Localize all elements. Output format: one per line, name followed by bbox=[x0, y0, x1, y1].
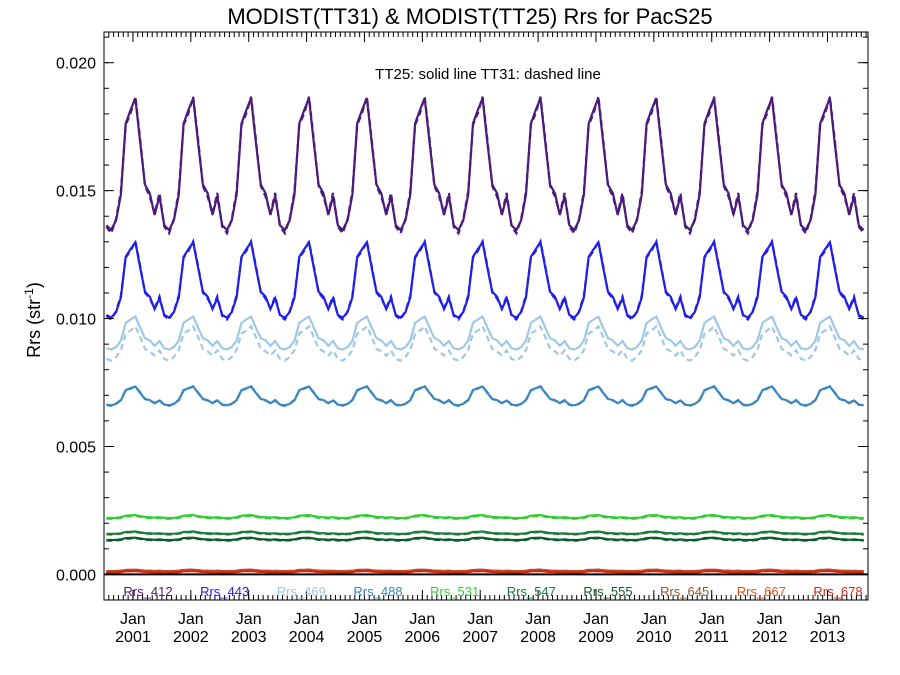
line-style-note: TT25: solid line TT31: dashed line bbox=[375, 66, 601, 83]
series-line-rrs-412-tt31 bbox=[105, 96, 865, 236]
legend-item-rrs-547: Rrs_547 bbox=[507, 584, 556, 599]
x-tick-month: Jan bbox=[641, 611, 667, 628]
x-tick-year: 2007 bbox=[462, 629, 498, 646]
x-tick-year: 2010 bbox=[636, 629, 672, 646]
x-tick-month: Jan bbox=[120, 611, 146, 628]
legend-item-rrs-645: Rrs_645 bbox=[660, 584, 709, 599]
legend-item-rrs-488: Rrs_488 bbox=[353, 584, 402, 599]
legend-item-rrs-678: Rrs_678 bbox=[813, 584, 862, 599]
x-tick-year: 2003 bbox=[231, 629, 267, 646]
series-line-rrs-443-tt31 bbox=[105, 238, 865, 322]
x-tick-year: 2013 bbox=[810, 629, 846, 646]
x-tick-year: 2006 bbox=[405, 629, 441, 646]
series-line-rrs-547-tt31 bbox=[106, 530, 864, 536]
x-tick-year: 2002 bbox=[173, 629, 209, 646]
x-tick-month: Jan bbox=[699, 611, 725, 628]
x-tick-year: 2005 bbox=[347, 629, 383, 646]
x-tick-year: 2004 bbox=[289, 629, 325, 646]
x-tick-month: Jan bbox=[294, 611, 320, 628]
series-line-rrs-469-tt31 bbox=[106, 324, 865, 362]
plot-frame bbox=[103, 31, 869, 601]
chart-title: MODIST(TT31) & MODIST(TT25) Rrs for PacS… bbox=[227, 4, 712, 29]
x-tick-month: Jan bbox=[178, 611, 204, 628]
y-tick-label: 0.000 bbox=[56, 567, 96, 584]
legend-item-rrs-412: Rrs_412 bbox=[123, 584, 172, 599]
x-tick-month: Jan bbox=[525, 611, 551, 628]
x-tick-year: 2009 bbox=[578, 629, 614, 646]
series-line-rrs-555-tt31 bbox=[106, 537, 864, 542]
legend: Rrs_412 Rrs_443 Rrs_469 Rrs_488 Rrs_531 Rrs_5… bbox=[123, 584, 862, 599]
x-tick-month: Jan bbox=[583, 611, 609, 628]
series-layer bbox=[105, 96, 865, 574]
series-line-rrs-678-tt31 bbox=[106, 569, 864, 574]
x-tick-month: Jan bbox=[409, 611, 435, 628]
y-tick-label: 0.020 bbox=[56, 56, 96, 73]
x-tick-month: Jan bbox=[236, 611, 262, 628]
x-tick-year: 2012 bbox=[752, 629, 788, 646]
series-line-rrs-531-tt31 bbox=[106, 514, 864, 520]
y-axis-label: Rrs (str-1) bbox=[22, 282, 44, 358]
x-tick-month: Jan bbox=[815, 611, 841, 628]
legend-item-rrs-531: Rrs_531 bbox=[430, 584, 479, 599]
x-tick-month: Jan bbox=[757, 611, 783, 628]
y-tick-label: 0.015 bbox=[56, 184, 96, 201]
series-line-rrs-488-tt31 bbox=[106, 384, 864, 407]
y-tick-label: 0.010 bbox=[56, 312, 96, 329]
y-tick-label: 0.005 bbox=[56, 439, 96, 456]
legend-item-rrs-469: Rrs_469 bbox=[277, 584, 326, 599]
legend-item-rrs-555: Rrs_555 bbox=[583, 584, 632, 599]
series-line-rrs-469-tt25 bbox=[106, 315, 864, 351]
x-tick-month: Jan bbox=[467, 611, 493, 628]
legend-item-rrs-443: Rrs_443 bbox=[200, 584, 249, 599]
x-tick-month: Jan bbox=[352, 611, 378, 628]
x-tick-year: 2008 bbox=[520, 629, 556, 646]
axes-layer: 0.0000.0050.0100.0150.020Jan2001Jan2002J… bbox=[56, 31, 869, 646]
x-tick-year: 2001 bbox=[115, 629, 151, 646]
x-tick-year: 2011 bbox=[695, 629, 730, 646]
legend-item-rrs-667: Rrs_667 bbox=[737, 584, 786, 599]
